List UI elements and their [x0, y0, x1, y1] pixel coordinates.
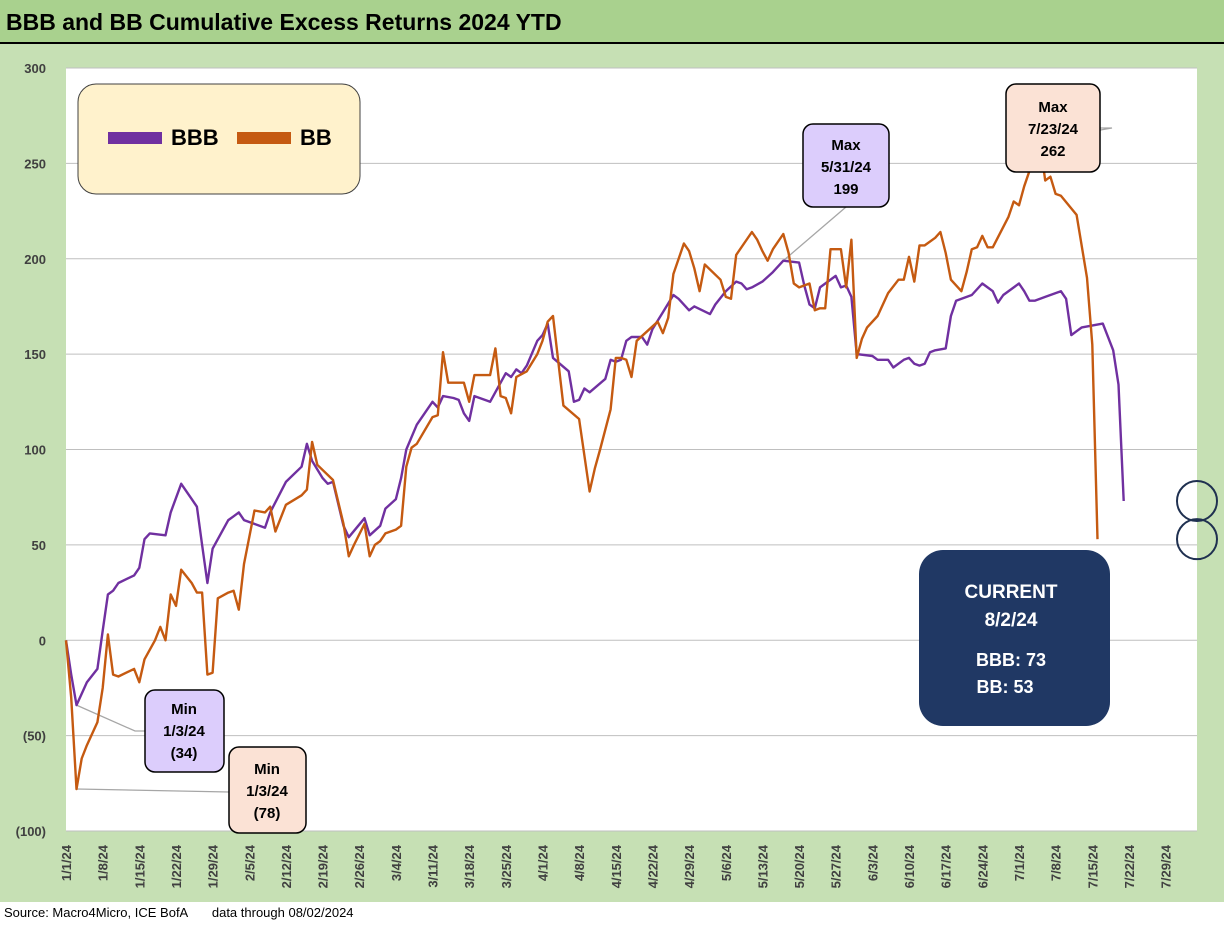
x-tick-label: 2/26/24: [352, 844, 367, 888]
callout-bbb-min-line3: (34): [171, 745, 198, 762]
x-tick-label: 1/1/24: [59, 844, 74, 881]
legend-swatch-bbb: [108, 132, 162, 144]
x-tick-label: 6/17/24: [939, 844, 954, 888]
legend-box: [77, 83, 361, 195]
x-tick-label: 1/29/24: [206, 844, 221, 888]
x-tick-label: 5/20/24: [792, 844, 807, 888]
leader-bbb-max: [782, 206, 847, 262]
y-tick-label: (100): [16, 824, 46, 839]
x-tick-label: 5/27/24: [829, 844, 844, 888]
current-box-bg: [919, 550, 1110, 726]
y-axis-ticks: 300 250 200 150 100 50 0 (50) (100): [16, 61, 46, 839]
callout-bb-max-line2: 7/23/24: [1028, 121, 1079, 138]
current-bb-circle: [1176, 518, 1218, 561]
x-tick-label: 4/29/24: [682, 844, 697, 888]
x-tick-label: 2/5/24: [242, 844, 257, 881]
callout-bbb-max-line2: 5/31/24: [821, 159, 872, 176]
y-tick-label: 100: [24, 443, 46, 458]
x-tick-label: 7/1/24: [1012, 844, 1027, 881]
callout-bbb-max: Max 5/31/24 199: [802, 123, 890, 208]
x-tick-label: 7/8/24: [1049, 844, 1064, 881]
x-tick-label: 4/1/24: [535, 844, 550, 881]
legend: BBB BB: [77, 83, 361, 195]
leader-bb-min: [76, 788, 230, 793]
x-tick-label: 1/15/24: [132, 844, 147, 888]
y-tick-label: 50: [32, 538, 46, 553]
callout-bb-min-box: [228, 746, 307, 834]
series-line-bbb: [64, 259, 1125, 707]
callout-bb-min-line2: 1/3/24: [246, 783, 288, 800]
x-tick-label: 3/25/24: [499, 844, 514, 888]
x-tick-label: 5/6/24: [719, 844, 734, 881]
y-tick-label: 250: [24, 156, 46, 171]
y-tick-label: 150: [24, 347, 46, 362]
series-line-bb: [64, 139, 1099, 791]
callout-bb-max: Max 7/23/24 262: [1005, 83, 1101, 173]
x-tick-label: 1/8/24: [96, 844, 111, 881]
x-tick-label: 4/15/24: [609, 844, 624, 888]
title-bar: BBB and BB Cumulative Excess Returns 202…: [0, 0, 1224, 44]
y-tick-label: 0: [39, 633, 46, 648]
callout-bbb-min-box: [144, 689, 225, 773]
y-tick-label: 200: [24, 252, 46, 267]
footer: Source: Macro4Micro, ICE BofA data throu…: [4, 905, 374, 920]
callout-bb-min-line1: Min: [254, 761, 280, 778]
x-axis-ticks: 1/1/24 1/8/24 1/15/24 1/22/24 1/29/24 2/5/24 2…: [59, 844, 1174, 888]
leader-bbb-min: [76, 704, 145, 732]
x-tick-label: 5/13/24: [755, 844, 770, 888]
x-tick-label: 6/24/24: [975, 844, 990, 888]
legend-label-bb: BB: [300, 125, 332, 150]
current-bbb-circle: [1176, 480, 1218, 523]
current-date: 8/2/24: [985, 610, 1038, 631]
x-tick-label: 4/22/24: [645, 844, 660, 888]
callout-bb-max-line1: Max: [1038, 99, 1068, 116]
callout-bbb-max-line1: Max: [831, 137, 861, 154]
current-box: CURRENT 8/2/24 BBB: 73 BB: 53: [919, 550, 1110, 726]
x-tick-label: 3/4/24: [389, 844, 404, 881]
y-tick-label: (50): [23, 729, 46, 744]
callout-bb-min: Min 1/3/24 (78): [228, 746, 307, 834]
callout-bb-max-line3: 262: [1040, 143, 1065, 160]
legend-label-bbb: BBB: [171, 125, 219, 150]
series-lines: [64, 139, 1125, 791]
callout-bbb-min-line2: 1/3/24: [163, 723, 205, 740]
callout-bbb-min-line1: Min: [171, 701, 197, 718]
current-title: CURRENT: [965, 582, 1058, 603]
x-tick-label: 3/18/24: [462, 844, 477, 888]
callout-bbb-max-box: [802, 123, 890, 208]
x-tick-label: 7/22/24: [1122, 844, 1137, 888]
legend-swatch-bb: [237, 132, 291, 144]
chart: 300 250 200 150 100 50 0 (50) (100) 1/1/24 1/8/24…: [16, 61, 1218, 888]
current-bbb-value: BBB: 73: [976, 650, 1046, 670]
callout-bbb-max-line3: 199: [833, 181, 858, 198]
chart-title: BBB and BB Cumulative Excess Returns 202…: [6, 9, 562, 35]
x-tick-label: 7/15/24: [1085, 844, 1100, 888]
footer-data-through: data through 08/02/2024: [211, 905, 354, 920]
x-tick-label: 7/29/24: [1159, 844, 1174, 888]
x-tick-label: 6/3/24: [865, 844, 880, 881]
x-tick-label: 2/12/24: [279, 844, 294, 888]
footer-source: Source: Macro4Micro, ICE BofA: [4, 905, 189, 920]
x-tick-label: 4/8/24: [572, 844, 587, 881]
x-tick-label: 1/22/24: [169, 844, 184, 888]
callout-bb-max-box: [1005, 83, 1101, 173]
y-tick-label: 300: [24, 61, 46, 76]
callout-bb-min-line3: (78): [254, 805, 281, 822]
current-bb-value: BB: 53: [976, 677, 1033, 697]
x-tick-label: 2/19/24: [316, 844, 331, 888]
x-tick-label: 3/11/24: [426, 844, 441, 887]
x-tick-label: 6/10/24: [902, 844, 917, 888]
callout-bbb-min: Min 1/3/24 (34): [144, 689, 225, 773]
